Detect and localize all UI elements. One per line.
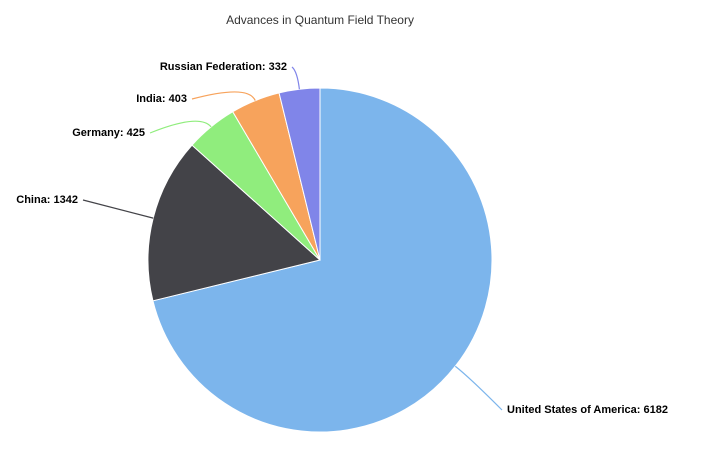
connector [454, 365, 503, 411]
data-label: Russian Federation: 332 [160, 61, 287, 73]
chart-title: Advances in Quantum Field Theory [226, 13, 414, 27]
pie-slice [152, 87, 493, 433]
connector [191, 91, 256, 101]
connector [291, 66, 300, 90]
data-label: Germany: 425 [72, 127, 145, 139]
connector [82, 199, 154, 219]
data-label: United States of America: 6182 [507, 404, 668, 416]
pie-slice [147, 144, 322, 302]
connector [149, 120, 212, 134]
data-label: China: 1342 [16, 194, 78, 206]
data-label: India: 403 [136, 93, 187, 105]
